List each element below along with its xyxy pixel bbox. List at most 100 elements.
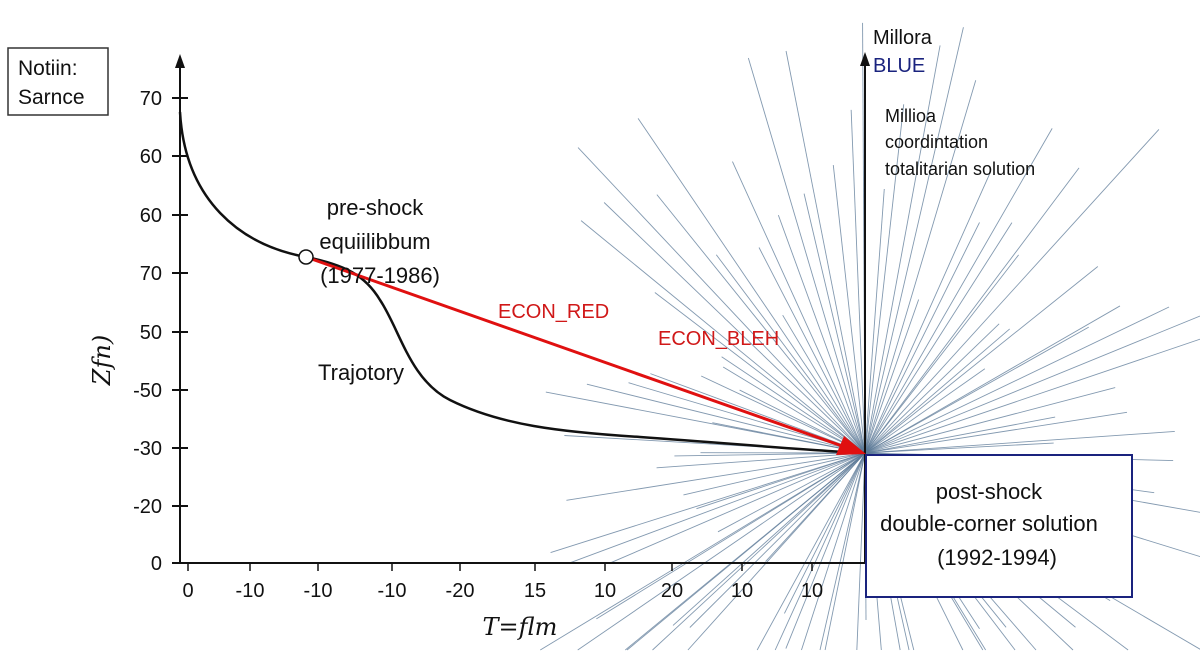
starburst-ray [654, 292, 866, 454]
starburst-ray [765, 452, 866, 562]
y-tick-label: -20 [133, 496, 162, 518]
starburst-ray [689, 452, 866, 628]
millioa-line-2: coordintation [885, 132, 988, 152]
starburst-ray [864, 323, 1000, 454]
legend-line-2: Sarnce [18, 86, 85, 109]
starburst-ray [732, 161, 866, 454]
starburst-ray [864, 188, 885, 454]
trajectory-label: Trajotory [318, 360, 404, 385]
starburst-ray [656, 452, 866, 469]
starburst-ray [785, 50, 866, 454]
starburst-ray [864, 129, 1160, 454]
starburst-ray [864, 222, 980, 454]
starburst-ray [864, 328, 1010, 454]
right-axis-arrow-icon [860, 52, 870, 66]
starburst-ray [864, 315, 1200, 454]
starburst-ray [577, 452, 866, 651]
starburst-ray [721, 356, 866, 454]
post-shock-box [865, 454, 1133, 598]
starburst-ray [864, 368, 986, 454]
starburst-ray [824, 452, 866, 651]
post-shock-line-3: (1992-1994) [937, 545, 1057, 570]
starburst-ray [701, 375, 866, 454]
starburst-ray [864, 416, 1056, 454]
starburst-ray [864, 266, 1099, 454]
starburst-ray [801, 452, 866, 651]
starburst-ray [683, 452, 866, 496]
y-tick-label: 60 [140, 205, 162, 227]
x-tick-label: 10 [801, 580, 823, 602]
pre-shock-line-2: equiilibbum [319, 229, 430, 254]
starburst-ray [674, 452, 866, 457]
pre-shock-line-1: pre-shock [327, 195, 425, 220]
starburst-ray [864, 338, 1200, 454]
starburst-ray [864, 299, 920, 454]
starburst-ray [580, 220, 866, 454]
starburst-ray [715, 254, 866, 454]
econ-red-arrow [305, 255, 846, 449]
x-tick-label: 10 [594, 580, 616, 602]
starburst-ray [782, 314, 866, 454]
econ-bleh-label: ECON_BLEH [658, 328, 779, 350]
y-tick-label: 70 [140, 263, 162, 285]
pre-shock-point [298, 249, 314, 265]
right-axis-title: Millora [873, 27, 933, 49]
starburst-ray [850, 109, 866, 454]
starburst-ray [540, 452, 866, 651]
x-tick-label: 15 [524, 580, 546, 602]
pre-shock-line-3: (1977-1986) [320, 263, 440, 288]
starburst-ray [864, 80, 977, 454]
starburst-ray [637, 118, 866, 454]
starburst-ray [864, 306, 1170, 454]
millioa-line-3: totalitarian solution [885, 159, 1035, 179]
trajectory-curve [178, 111, 866, 455]
starburst-ray [864, 128, 1053, 454]
arrowhead-icon [836, 436, 866, 455]
starburst-ray [819, 452, 866, 651]
x-tick-label: 20 [661, 580, 683, 602]
starburst-ray [756, 452, 866, 651]
starburst-ray [856, 452, 866, 651]
starburst-ray [864, 172, 991, 454]
y-axis-label: Zfn) [88, 335, 116, 386]
y-tick-label: 70 [140, 88, 162, 110]
starburst-ray [832, 165, 866, 454]
starburst-ray [783, 452, 866, 614]
starburst-ray [717, 452, 866, 533]
x-tick-label: -10 [304, 580, 333, 602]
starburst-ray [864, 27, 964, 454]
starburst-ray [864, 430, 1175, 454]
starburst-ray [610, 452, 866, 564]
x-tick-label: -10 [236, 580, 265, 602]
y-tick-label: -30 [133, 438, 162, 460]
starburst-ray [774, 452, 866, 651]
millioa-line-1: Millioa [885, 106, 937, 126]
starburst-ray [652, 452, 866, 651]
starburst-ray [758, 247, 866, 454]
y-tick-label: 50 [140, 322, 162, 344]
starburst-ray [568, 452, 866, 564]
starburst-ray [747, 57, 866, 454]
starburst-ray [864, 104, 905, 454]
starburst-ray [864, 254, 1019, 454]
starburst-ray [596, 452, 866, 620]
starburst-ray [722, 366, 866, 454]
econ-red-label: ECON_RED [498, 301, 609, 323]
starburst-ray [864, 411, 1128, 454]
x-axis-label: T=flm [483, 613, 558, 641]
starburst-ray [864, 442, 1054, 454]
starburst-ray [864, 326, 1089, 454]
starburst-ray [864, 167, 1080, 454]
y-tick-label: 60 [140, 146, 162, 168]
x-tick-label: 0 [182, 580, 193, 602]
starburst-ray [550, 452, 866, 553]
starburst-ray [656, 194, 866, 454]
starburst-ray [566, 452, 866, 501]
post-shock-line-2: double-corner solution [880, 511, 1098, 536]
starburst-ray [803, 193, 866, 454]
starburst-ray [864, 45, 941, 454]
starburst-ray [577, 147, 866, 454]
starburst-ray [650, 373, 866, 454]
starburst-ray [586, 383, 866, 454]
